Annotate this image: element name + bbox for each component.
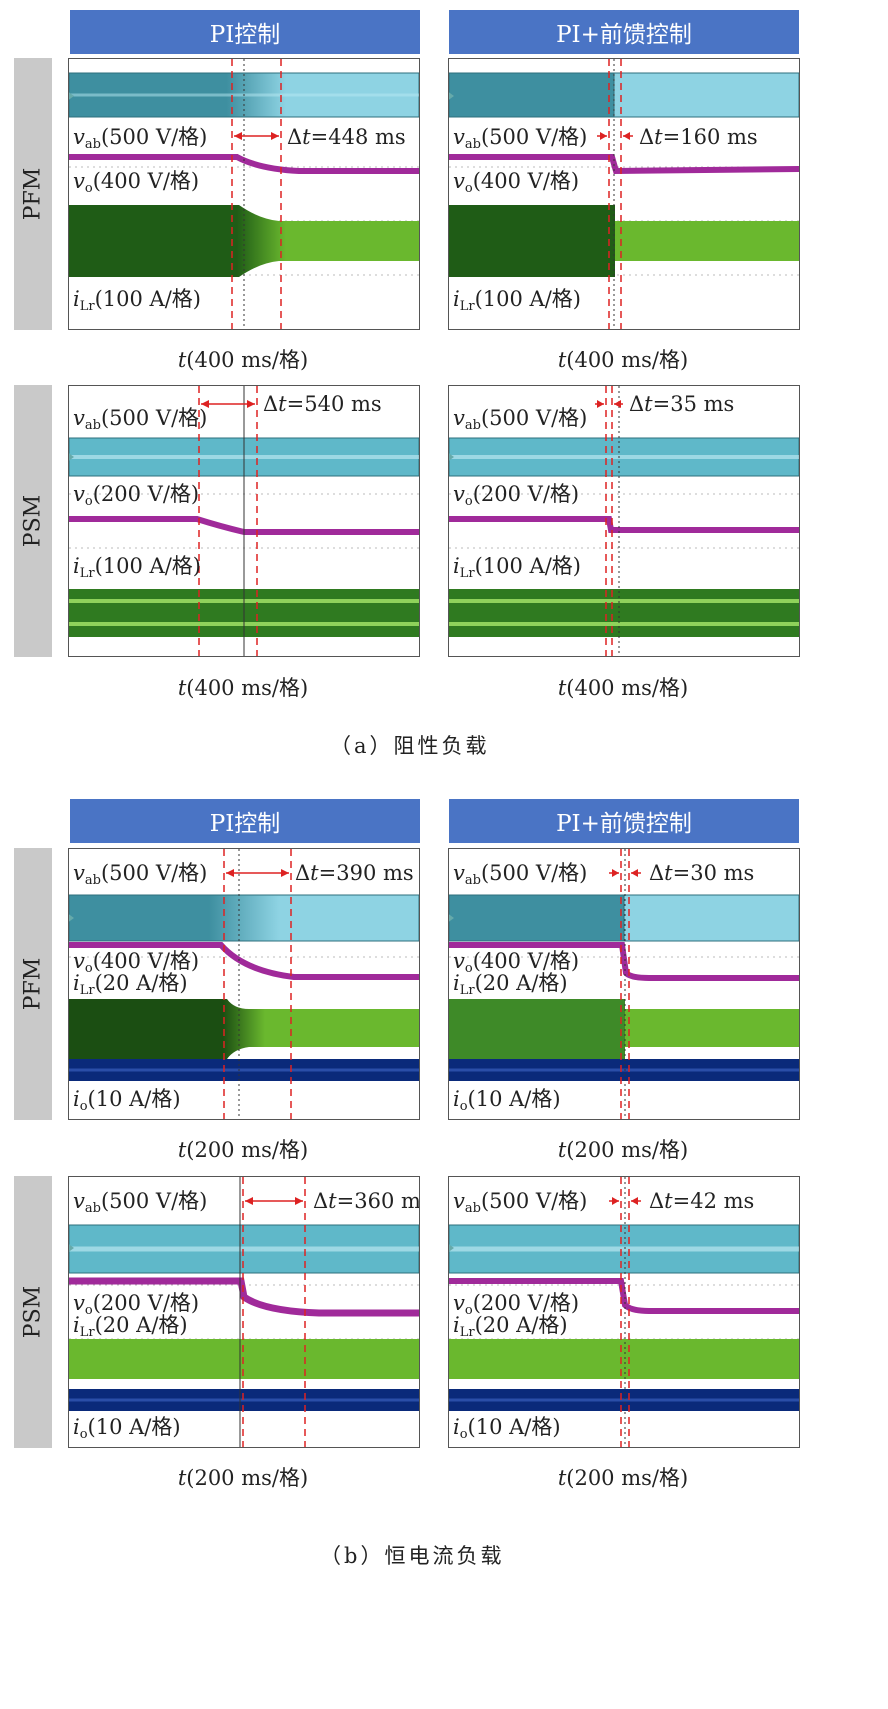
- time-axis-b-psm-ff: t(200 ms/格): [557, 1466, 689, 1490]
- label-io: io(10 A/格): [73, 1087, 181, 1114]
- row-label-pfm-b: PFM: [14, 848, 52, 1120]
- channel-marker: [69, 913, 74, 923]
- label-io: io(10 A/格): [453, 1087, 561, 1114]
- time-axis-b-pfm-ff: t(200 ms/格): [557, 1138, 689, 1162]
- label-vab: vab(500 V/格): [73, 125, 208, 152]
- label-vo: vo(400 V/格): [73, 169, 200, 196]
- label-vab: vab(500 V/格): [73, 861, 208, 888]
- time-axis-a-pfm-pi: t(400 ms/格): [177, 348, 309, 372]
- delta-t-a-pfm-pi: Δt=448 ms: [287, 125, 406, 149]
- delta-t-b-psm-ff: Δt=42 ms: [649, 1189, 755, 1213]
- label-ilr: iLr(20 A/格): [453, 1313, 568, 1340]
- label-ilr: iLr(100 A/格): [73, 287, 201, 314]
- label-ilr: iLr(100 A/格): [453, 554, 581, 581]
- label-io: io(10 A/格): [453, 1415, 561, 1442]
- label-ilr: iLr(100 A/格): [453, 287, 581, 314]
- scope-b-psm-ff: vab(500 V/格) Δt=42 ms vo(200 V/格) iLr(20…: [448, 1176, 800, 1448]
- time-axis-a-psm-pi: t(400 ms/格): [177, 676, 309, 700]
- label-ilr: iLr(100 A/格): [73, 554, 201, 581]
- time-axis-b-psm-pi: t(200 ms/格): [177, 1466, 309, 1490]
- delta-t-b-psm-pi: Δt=360 ms: [313, 1189, 420, 1213]
- caption-b: （b）恒电流负载: [320, 1544, 505, 1568]
- channel-marker: [449, 452, 454, 462]
- scope-b-pfm-pi: vab(500 V/格) Δt=390 ms vo(400 V/格) iLr(2…: [68, 848, 420, 1120]
- header-pi-a: PI控制: [70, 10, 420, 54]
- label-vo: vo(200 V/格): [73, 482, 200, 509]
- row-label-psm-a: PSM: [14, 385, 52, 657]
- scope-a-pfm-ff: vab(500 V/格) Δt=160 ms vo(400 V/格) iLr(1…: [448, 58, 800, 330]
- delta-t-a-psm-pi: Δt=540 ms: [263, 392, 382, 416]
- label-vo: vo(400 V/格): [453, 169, 580, 196]
- label-vo: vo(400 V/格): [73, 949, 200, 976]
- delta-t-a-psm-ff: Δt=35 ms: [629, 392, 735, 416]
- label-ilr: iLr(20 A/格): [453, 971, 568, 998]
- scope-a-pfm-pi: vab(500 V/格) Δt=448 ms vo(400 V/格) iLr(1…: [68, 58, 420, 330]
- scope-a-psm-ff: vab(500 V/格) Δt=35 ms vo(200 V/格) iLr(10…: [448, 385, 800, 657]
- time-axis-a-pfm-ff: t(400 ms/格): [557, 348, 689, 372]
- label-vab: vab(500 V/格): [453, 406, 588, 433]
- header-pi-ff-a: PI+前馈控制: [449, 10, 799, 54]
- label-vab: vab(500 V/格): [453, 861, 588, 888]
- label-ilr: iLr(20 A/格): [73, 1313, 188, 1340]
- delta-t-b-pfm-pi: Δt=390 ms: [295, 861, 414, 885]
- delta-t-a-pfm-ff: Δt=160 ms: [639, 125, 758, 149]
- row-label-pfm-a: PFM: [14, 58, 52, 330]
- channel-marker: [69, 1243, 74, 1253]
- label-vo: vo(200 V/格): [453, 482, 580, 509]
- label-ilr: iLr(20 A/格): [73, 971, 188, 998]
- row-label-psm-b: PSM: [14, 1176, 52, 1448]
- scope-b-pfm-ff: vab(500 V/格) Δt=30 ms vo(400 V/格) iLr(20…: [448, 848, 800, 1120]
- label-vab: vab(500 V/格): [453, 125, 588, 152]
- label-vab: vab(500 V/格): [453, 1189, 588, 1216]
- channel-marker: [449, 1243, 454, 1253]
- scope-a-psm-pi: vab(500 V/格) Δt=540 ms vo(200 V/格) iLr(1…: [68, 385, 420, 657]
- channel-marker: [69, 91, 74, 101]
- delta-t-b-pfm-ff: Δt=30 ms: [649, 861, 755, 885]
- header-pi-ff-b: PI+前馈控制: [449, 799, 799, 843]
- caption-a: （a）阻性负载: [330, 734, 490, 758]
- channel-marker: [449, 913, 454, 923]
- channel-marker: [449, 91, 454, 101]
- label-io: io(10 A/格): [73, 1415, 181, 1442]
- label-vab: vab(500 V/格): [73, 406, 208, 433]
- time-axis-a-psm-ff: t(400 ms/格): [557, 676, 689, 700]
- scope-b-psm-pi: vab(500 V/格) Δt=360 ms vo(200 V/格) iLr(2…: [68, 1176, 420, 1448]
- label-vo: vo(200 V/格): [73, 1291, 200, 1318]
- header-pi-b: PI控制: [70, 799, 420, 843]
- label-vab: vab(500 V/格): [73, 1189, 208, 1216]
- label-vo: vo(400 V/格): [453, 949, 580, 976]
- time-axis-b-pfm-pi: t(200 ms/格): [177, 1138, 309, 1162]
- label-vo: vo(200 V/格): [453, 1291, 580, 1318]
- channel-marker: [69, 452, 74, 462]
